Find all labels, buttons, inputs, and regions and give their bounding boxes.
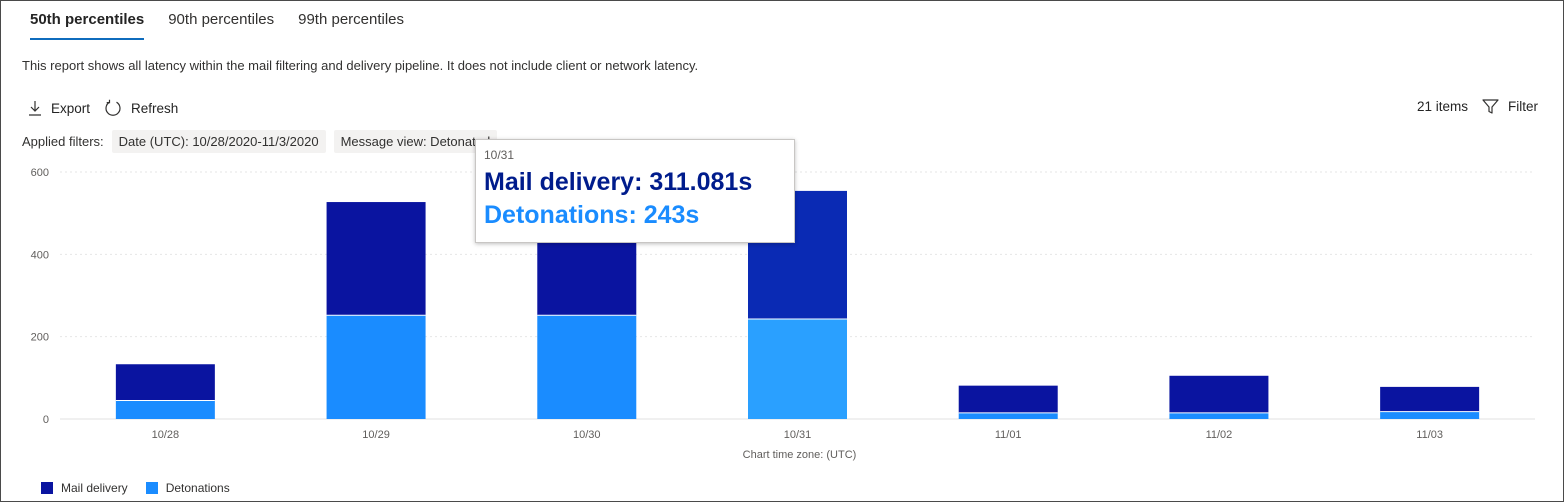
bar-mail-delivery [326, 202, 426, 316]
bar-mail-delivery [958, 385, 1058, 413]
applied-filters-label: Applied filters: [22, 134, 104, 149]
bar-detonations [958, 412, 1058, 419]
tab-99th-percentiles[interactable]: 99th percentiles [298, 11, 405, 28]
legend-item-detonations[interactable]: Detonations [145, 481, 230, 495]
x-tick-label: 11/01 [995, 429, 1022, 441]
refresh-label: Refresh [131, 100, 179, 116]
export-button[interactable]: Export [28, 100, 90, 116]
tooltip-date: 10/31 [484, 148, 515, 162]
funnel-icon [1482, 99, 1499, 114]
bar-detonations [326, 315, 426, 419]
download-icon [29, 101, 41, 116]
bar-detonations [1169, 412, 1269, 419]
refresh-button[interactable]: Refresh [104, 99, 178, 117]
legend-swatch-detonations [145, 482, 158, 494]
filter-label: Filter [1508, 99, 1538, 114]
bar-detonations [748, 318, 847, 419]
x-tick-label: 10/30 [573, 429, 601, 441]
bar-mail-delivery [115, 364, 215, 401]
date-filter-pill[interactable]: Date (UTC): 10/28/2020-11/3/2020 [111, 130, 326, 153]
export-label: Export [51, 100, 91, 116]
toolbar: Export Refresh [28, 99, 192, 117]
bar-mail-delivery [1380, 386, 1480, 412]
y-tick-label: 200 [31, 332, 49, 344]
x-tick-label: 10/29 [362, 429, 390, 441]
report-description: This report shows all latency within the… [22, 58, 699, 73]
toolbar-right: 21 items Filter [1417, 99, 1538, 114]
latency-chart: 0 200 400 600 10/28 10/29 10/30 10/31 11/01 11/02… [31, 167, 1535, 461]
percentile-tabs: 50th percentiles 90th percentiles 99th p… [30, 0, 428, 42]
tab-50th-percentiles[interactable]: 50th percentiles [30, 0, 145, 40]
x-axis-title: Chart time zone: (UTC) [743, 449, 857, 461]
legend-label-mail-delivery: Mail delivery [61, 481, 128, 495]
chart-tooltip: 10/31 Mail delivery: 311.081s Detonation… [475, 139, 795, 243]
message-view-filter-pill[interactable]: Message view: Detonated [333, 130, 498, 153]
y-tick-label: 600 [31, 167, 49, 179]
filter-button[interactable]: Filter [1482, 99, 1538, 114]
tab-90th-percentiles[interactable]: 90th percentiles [168, 11, 275, 28]
x-tick-label: 11/02 [1206, 429, 1233, 441]
chart-legend: Mail delivery Detonations [41, 481, 248, 495]
bar-detonations [1380, 411, 1480, 419]
bar-detonations [115, 400, 215, 419]
refresh-icon [105, 99, 121, 116]
y-tick-label: 0 [43, 414, 49, 426]
y-tick-label: 400 [31, 249, 49, 261]
legend-swatch-mail-delivery [41, 482, 53, 494]
applied-filters: Applied filters: Date (UTC): 10/28/2020-… [22, 130, 498, 153]
legend-item-mail-delivery[interactable]: Mail delivery [41, 481, 128, 495]
legend-label-detonations: Detonations [165, 481, 230, 495]
tooltip-mail-delivery: Mail delivery: 311.081s [484, 168, 753, 196]
items-count: 21 items [1416, 99, 1468, 114]
tooltip-detonations: Detonations: 243s [484, 201, 700, 229]
x-tick-label: 11/03 [1416, 429, 1443, 441]
bar-mail-delivery [1169, 375, 1269, 413]
x-tick-label: 10/31 [784, 429, 812, 441]
bar-detonations [537, 315, 637, 419]
x-tick-label: 10/28 [152, 429, 180, 441]
